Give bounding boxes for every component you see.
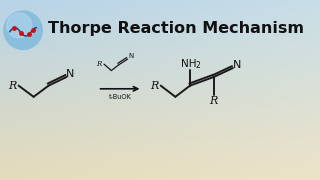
Circle shape [7, 13, 32, 38]
Text: N: N [233, 60, 241, 70]
Text: 2: 2 [196, 61, 200, 70]
Text: R: R [8, 81, 16, 91]
Text: Thorpe Reaction Mechanism: Thorpe Reaction Mechanism [48, 21, 304, 37]
Text: R: R [150, 81, 158, 91]
Text: N: N [129, 53, 134, 59]
Circle shape [4, 11, 42, 50]
Text: t-BuOK: t-BuOK [108, 94, 132, 100]
Text: R: R [210, 96, 218, 106]
Text: N: N [66, 69, 75, 79]
Text: NH: NH [181, 59, 197, 69]
Text: R: R [97, 60, 102, 68]
